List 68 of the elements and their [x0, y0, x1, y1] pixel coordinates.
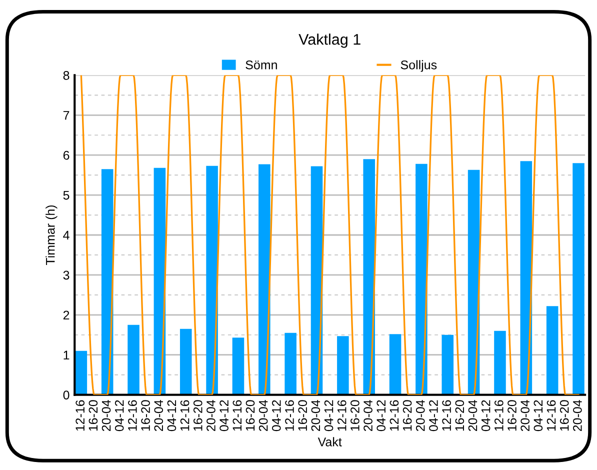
x-tick-label: 20-04 — [573, 400, 582, 431]
y-axis-title: Timmar (h) — [46, 205, 58, 266]
x-tick-label: 20-04 — [468, 400, 478, 431]
y-tick-label: 8 — [63, 71, 70, 80]
y-tick-label: 5 — [63, 190, 70, 200]
bar — [494, 330, 506, 395]
x-tick-label: 12-16 — [337, 400, 346, 431]
bar — [546, 306, 558, 395]
bar — [416, 164, 428, 395]
x-tick-label: 04-12 — [324, 400, 334, 432]
x-tick-label: 12-16 — [546, 400, 556, 431]
x-tick-label: 20-04 — [520, 400, 530, 431]
x-tick-label: 16-20 — [246, 400, 255, 431]
x-tick-label: 04-12 — [429, 400, 438, 432]
x-tick-label: 16-20 — [350, 400, 360, 431]
x-tick-label: 04-12 — [376, 400, 386, 432]
x-tick-label: 04-12 — [167, 400, 176, 432]
x-axis-title: Vakt — [318, 437, 342, 446]
y-tick-label: 4 — [63, 230, 70, 240]
bar — [363, 159, 375, 395]
x-tick-label: 12-16 — [390, 400, 399, 431]
bar — [206, 166, 218, 395]
x-tick-label: 16-20 — [455, 400, 464, 431]
x-tick-label: 12-16 — [128, 400, 137, 431]
legend-label: Solljus — [400, 60, 437, 72]
x-tick-label: 16-20 — [402, 400, 412, 431]
bar — [75, 350, 88, 395]
legend-label: Sömn — [246, 60, 277, 70]
x-tick-label: 12-16 — [285, 400, 294, 431]
x-tick-label: 12-16 — [76, 400, 85, 431]
x-tick-label: 16-20 — [193, 400, 202, 431]
bar — [258, 164, 270, 395]
x-tick-label: 04-12 — [220, 400, 228, 432]
y-tick-label: 0 — [63, 390, 70, 400]
x-tick-label: 20-04 — [154, 400, 164, 431]
x-tick-label: 04-12 — [114, 400, 124, 432]
y-tick-label: 3 — [63, 270, 70, 280]
x-tick-label: 16-20 — [141, 400, 150, 431]
x-tick-label: 16-20 — [508, 400, 516, 431]
x-tick-label: 04-12 — [272, 400, 281, 432]
bar — [232, 338, 244, 395]
bar — [572, 163, 584, 395]
x-tick-label: 04-12 — [481, 400, 490, 432]
x-tick-label: 04-12 — [534, 400, 543, 432]
y-tick-label: 1 — [64, 350, 70, 360]
x-tick-label: 12-16 — [232, 400, 242, 431]
bar — [442, 334, 454, 395]
x-tick-label: 20-04 — [258, 400, 268, 431]
x-tick-label: 16-20 — [298, 400, 308, 431]
bar — [128, 324, 140, 395]
x-tick-label: 20-04 — [311, 400, 320, 431]
bar — [337, 336, 349, 395]
bar — [284, 332, 296, 395]
x-tick-label: 16-20 — [88, 400, 98, 431]
x-tick-label: 12-16 — [442, 400, 451, 431]
y-tick-label: 2 — [63, 310, 70, 320]
x-tick-label: 20-04 — [102, 400, 111, 431]
x-tick-label: 12-16 — [494, 400, 504, 431]
y-tick-label: 6 — [63, 150, 70, 160]
x-tick-label: 16-20 — [560, 400, 569, 431]
y-tick-label: 7 — [63, 111, 70, 120]
x-tick-label: 20-04 — [206, 400, 216, 431]
x-tick-label: 20-04 — [416, 400, 425, 431]
bar — [389, 334, 402, 395]
chart-title: Vaktlag 1 — [298, 34, 360, 48]
x-tick-label: 12-16 — [180, 400, 190, 431]
x-tick-label: 20-04 — [364, 400, 372, 431]
bar — [180, 328, 192, 395]
